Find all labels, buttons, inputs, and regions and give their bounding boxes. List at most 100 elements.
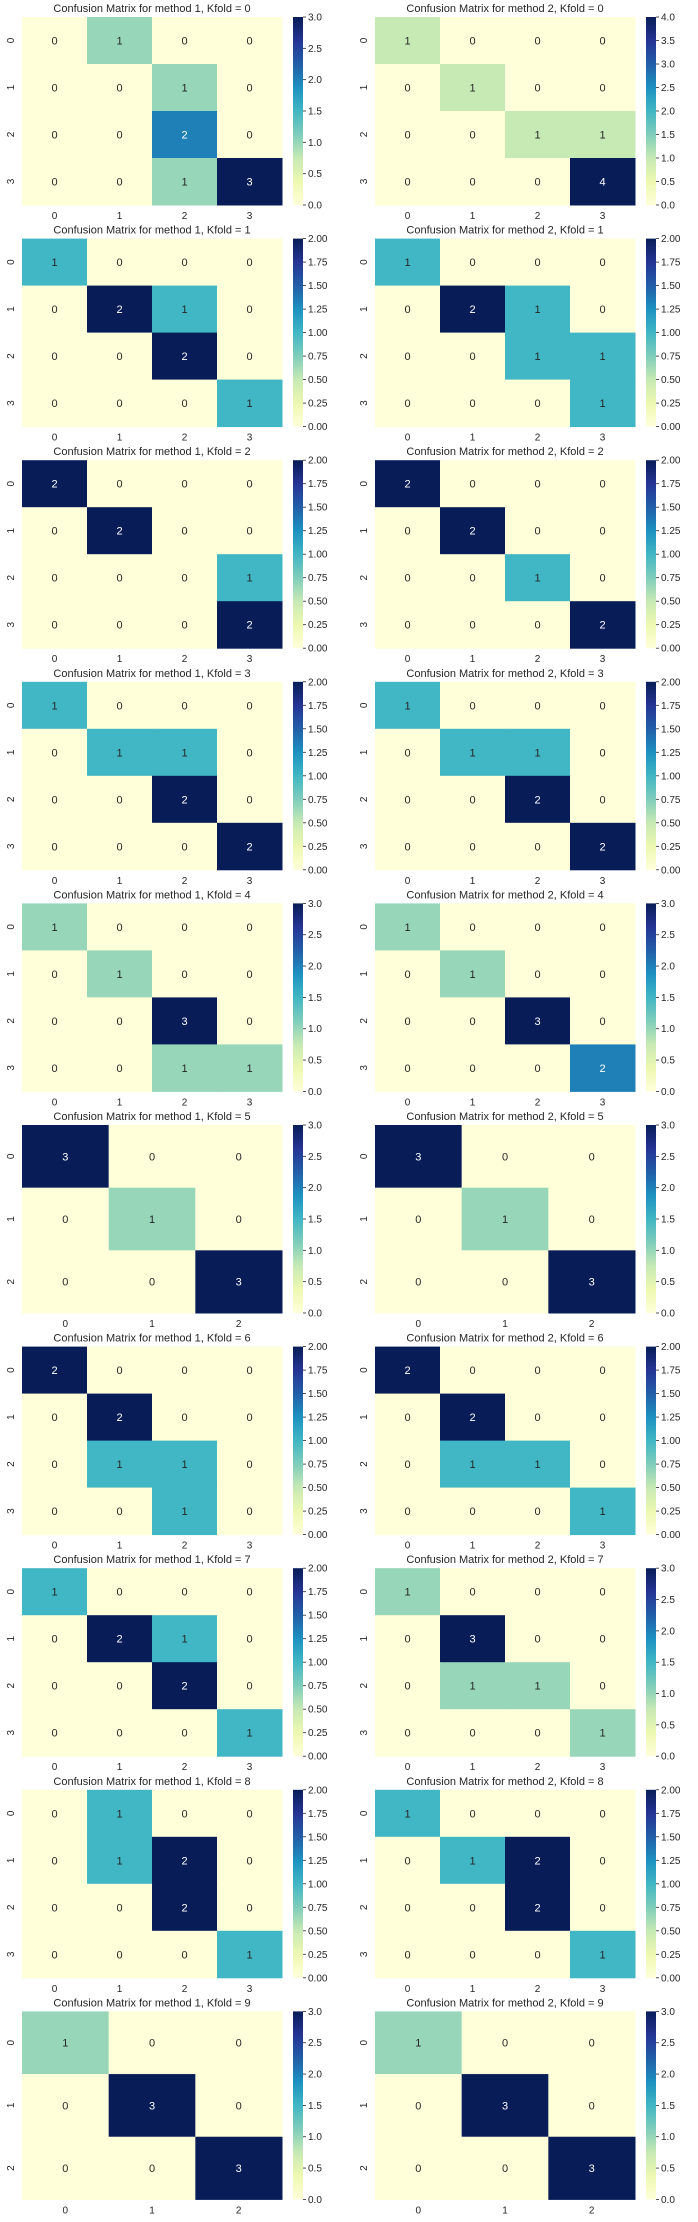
heatmap-cell — [570, 903, 636, 951]
y-tick-label: 2 — [359, 1461, 370, 1467]
colorbar-tick-label: 2.0 — [661, 1183, 675, 1194]
colorbar-tick-label: 1.00 — [661, 771, 681, 782]
cell-value-label: 0 — [415, 2100, 421, 2112]
heatmap-cell — [570, 111, 636, 159]
cell-value-label: 2 — [469, 526, 475, 538]
colorbar-tick-label: 3.0 — [308, 1121, 322, 1132]
cell-value-label: 1 — [181, 1063, 187, 1075]
heatmap-cell — [87, 332, 153, 381]
cell-value-label: 0 — [51, 1063, 57, 1075]
heatmap-cell — [570, 1789, 636, 1838]
heatmap-panel: Confusion Matrix for method 1, Kfold = 9… — [6, 1997, 322, 2216]
colorbar-tick-label: 2.00 — [661, 1785, 681, 1796]
x-tick-label: 2 — [535, 876, 541, 887]
heatmap-cell — [87, 1789, 153, 1838]
chart-title: Confusion Matrix for method 2, Kfold = 2 — [406, 446, 603, 458]
cell-value-label: 0 — [469, 257, 475, 269]
heatmap-cell — [152, 1883, 218, 1932]
cell-value-label: 1 — [404, 700, 410, 712]
colorbar-tick-label: 0.5 — [661, 1056, 675, 1067]
heatmap-cell — [152, 1930, 218, 1979]
cell-value-label: 1 — [181, 177, 187, 189]
x-tick-label: 3 — [247, 876, 253, 887]
x-tick-label: 0 — [416, 1319, 422, 1330]
colorbar-tick-label: 1.00 — [661, 328, 681, 339]
x-tick-label: 2 — [535, 1762, 541, 1773]
y-tick-label: 1 — [359, 1414, 370, 1420]
colorbar-tick-label: 0.0 — [308, 2195, 322, 2206]
cell-value-label: 1 — [469, 1855, 475, 1867]
cell-value-label: 1 — [181, 747, 187, 759]
colorbar-tick-label: 1.00 — [308, 1436, 328, 1447]
y-tick-label: 2 — [359, 1018, 370, 1024]
colorbar-tick-label: 4.0 — [661, 13, 675, 24]
heatmap-cell — [217, 681, 283, 730]
colorbar-tick-label: 2.5 — [308, 1152, 322, 1163]
cell-value-label: 0 — [534, 1506, 540, 1518]
cell-value-label: 1 — [599, 1506, 605, 1518]
colorbar-tick-label: 0.25 — [661, 842, 681, 853]
cell-value-label: 0 — [62, 1214, 68, 1226]
colorbar-tick-label: 2.00 — [661, 1342, 681, 1353]
y-tick-label: 0 — [6, 480, 17, 486]
cell-value-label: 0 — [51, 794, 57, 806]
colorbar-tick-label: 1.5 — [661, 2101, 675, 2112]
heatmap-cell — [152, 379, 218, 428]
cell-value-label: 0 — [534, 83, 540, 95]
cell-value-label: 2 — [181, 794, 187, 806]
heatmap-cell — [152, 1836, 218, 1885]
heatmap-cell — [108, 2011, 196, 2075]
y-tick-label: 1 — [6, 527, 17, 533]
heatmap-cell — [87, 1487, 153, 1536]
colorbar-tick-label: 0.00 — [661, 422, 681, 433]
x-tick-label: 3 — [600, 433, 606, 444]
heatmap-cell — [217, 775, 283, 824]
heatmap-cell — [375, 1709, 441, 1757]
heatmap-cell — [440, 1930, 506, 1979]
heatmap-cell — [152, 1789, 218, 1838]
heatmap-cell — [505, 775, 571, 824]
heatmap-cell — [570, 554, 636, 602]
heatmap-cell — [87, 601, 153, 649]
heatmap-cell — [375, 1662, 441, 1710]
colorbar — [293, 903, 303, 1092]
y-tick-label: 2 — [359, 796, 370, 802]
colorbar-tick-label: 0.0 — [661, 2195, 675, 2206]
heatmap-cell — [22, 950, 88, 998]
y-tick-label: 0 — [6, 37, 17, 43]
y-tick-label: 0 — [359, 37, 370, 43]
heatmap-cell — [440, 17, 506, 65]
chart-title: Confusion Matrix for method 1, Kfold = 7 — [53, 1554, 250, 1566]
heatmap-cell — [87, 903, 153, 951]
chart-title: Confusion Matrix for method 2, Kfold = 7 — [406, 1554, 603, 1566]
colorbar-tick-label: 0.75 — [308, 1460, 328, 1471]
cell-value-label: 0 — [116, 479, 122, 491]
heatmap-cell — [375, 2136, 463, 2200]
heatmap-cell — [217, 1440, 283, 1489]
heatmap-cell — [22, 238, 88, 287]
heatmap-cell — [570, 728, 636, 777]
heatmap-panel: Confusion Matrix for method 2, Kfold = 2… — [359, 446, 681, 665]
y-tick-label: 1 — [6, 1857, 17, 1863]
cell-value-label: 0 — [469, 36, 475, 48]
cell-value-label: 0 — [51, 177, 57, 189]
y-tick-label: 3 — [359, 178, 370, 184]
colorbar-tick-label: 0.25 — [661, 399, 681, 410]
heatmap-cell — [570, 1487, 636, 1536]
colorbar-tick-label: 2.00 — [308, 1785, 328, 1796]
chart-title: Confusion Matrix for method 2, Kfold = 3 — [406, 668, 603, 680]
heatmap-cell — [108, 2136, 196, 2200]
colorbar-tick-label: 0.00 — [661, 865, 681, 876]
chart-title: Confusion Matrix for method 2, Kfold = 1 — [406, 225, 603, 237]
cell-value-label: 0 — [589, 2038, 595, 2050]
cell-value-label: 0 — [589, 1151, 595, 1163]
heatmap-cell — [505, 903, 571, 951]
cell-value-label: 0 — [469, 700, 475, 712]
heatmap-cell — [195, 2074, 283, 2138]
heatmap-cell — [217, 1044, 283, 1092]
colorbar-tick-label: 2.5 — [308, 930, 322, 941]
cell-value-label: 4 — [599, 177, 605, 189]
cell-value-label: 0 — [534, 620, 540, 632]
colorbar — [646, 460, 656, 649]
heatmap-cell — [375, 1346, 441, 1395]
